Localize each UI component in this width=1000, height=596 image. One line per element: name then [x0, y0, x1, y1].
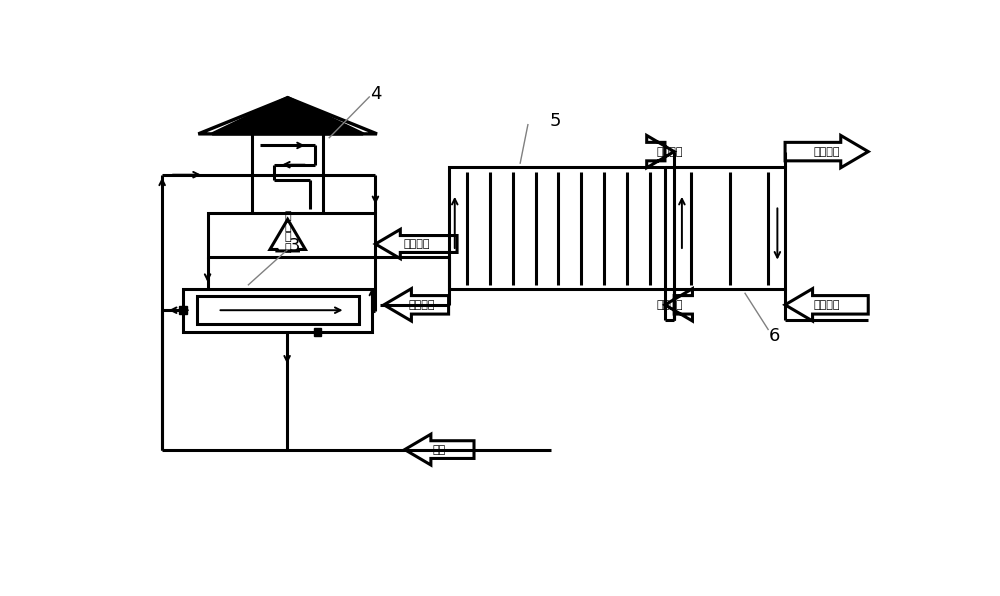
- Polygon shape: [212, 98, 363, 134]
- Polygon shape: [405, 434, 474, 465]
- Text: 饱和蕊汽: 饱和蕊汽: [656, 147, 683, 157]
- Text: 5: 5: [549, 112, 561, 130]
- Polygon shape: [785, 288, 868, 321]
- Bar: [208, 213, 375, 257]
- Polygon shape: [375, 229, 457, 259]
- Text: 3: 3: [289, 237, 300, 255]
- Bar: [179, 306, 187, 314]
- Text: 过热蕊汽: 过热蕊汽: [813, 147, 840, 157]
- Text: 余热烟气: 余热烟气: [403, 239, 430, 249]
- Bar: [314, 328, 321, 336]
- Text: 余
热
烟
气: 余 热 烟 气: [284, 211, 291, 253]
- Polygon shape: [384, 288, 449, 321]
- Text: 6: 6: [769, 327, 780, 344]
- Polygon shape: [270, 219, 305, 251]
- Text: 余热烟气: 余热烟气: [409, 300, 435, 310]
- Polygon shape: [785, 135, 868, 167]
- Text: 4: 4: [370, 85, 381, 103]
- Polygon shape: [665, 288, 692, 321]
- Bar: [674, 167, 785, 290]
- Text: 给水: 给水: [433, 445, 446, 455]
- Text: 余热烟气: 余热烟气: [813, 300, 840, 310]
- Text: 余热烟气: 余热烟气: [656, 300, 683, 310]
- Polygon shape: [647, 135, 674, 167]
- Bar: [197, 296, 358, 324]
- Bar: [183, 288, 372, 332]
- Bar: [449, 167, 665, 290]
